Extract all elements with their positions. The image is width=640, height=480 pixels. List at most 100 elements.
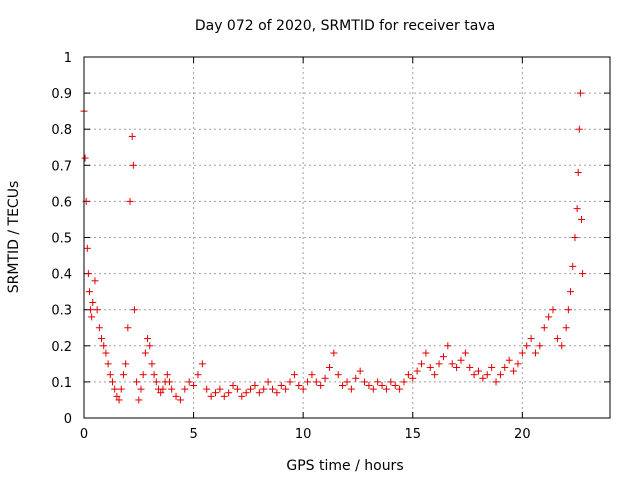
data-point (396, 385, 404, 393)
data-point (479, 374, 487, 382)
data-point (369, 385, 377, 393)
data-point (85, 288, 93, 296)
data-point (422, 349, 430, 357)
data-point (152, 378, 160, 386)
data-point (242, 389, 250, 397)
x-tick-label: 20 (514, 427, 531, 442)
data-point (273, 389, 281, 397)
chart-title: Day 072 of 2020, SRMTID for receiver tav… (195, 18, 495, 34)
data-point (148, 360, 156, 368)
y-tick-label: 0.2 (51, 340, 72, 355)
data-point (88, 313, 96, 321)
data-point (466, 363, 474, 371)
data-point (470, 371, 478, 379)
data-point (343, 378, 351, 386)
data-point (492, 378, 500, 386)
data-point (510, 367, 518, 375)
data-point (576, 89, 584, 97)
y-tick-label: 0.4 (51, 268, 72, 283)
data-point (514, 360, 522, 368)
data-point (129, 161, 137, 169)
data-point (255, 389, 263, 397)
data-point (457, 356, 465, 364)
data-point (439, 353, 447, 361)
data-point (352, 374, 360, 382)
data-point (347, 385, 355, 393)
data-point (579, 270, 587, 278)
data-point (91, 277, 99, 285)
data-point (339, 382, 347, 390)
data-point (216, 385, 224, 393)
data-point (308, 371, 316, 379)
data-point (102, 349, 110, 357)
data-point (317, 382, 325, 390)
data-point (98, 335, 106, 343)
data-point (569, 262, 577, 270)
data-point (117, 385, 125, 393)
data-point (523, 342, 531, 350)
data-point (558, 342, 566, 350)
data-point (87, 306, 95, 314)
data-point (264, 378, 272, 386)
data-point (545, 313, 553, 321)
data-point (418, 360, 426, 368)
data-point (93, 306, 101, 314)
data-point (84, 270, 92, 278)
data-point (100, 342, 108, 350)
data-point (540, 324, 548, 332)
data-point (409, 374, 417, 382)
data-point (181, 385, 189, 393)
x-tick-label: 10 (295, 427, 312, 442)
data-point (483, 371, 491, 379)
data-point (488, 363, 496, 371)
data-point (299, 385, 307, 393)
data-point (229, 382, 237, 390)
data-point (387, 378, 395, 386)
data-point (361, 378, 369, 386)
data-point (461, 349, 469, 357)
x-axis-label: GPS time / hours (286, 458, 403, 474)
data-point (295, 382, 303, 390)
data-point (233, 385, 241, 393)
x-tick-label: 15 (404, 427, 421, 442)
data-points (80, 89, 587, 404)
data-point (286, 378, 294, 386)
data-point (356, 367, 364, 375)
data-point (567, 288, 575, 296)
data-point (89, 298, 97, 306)
data-point (198, 360, 206, 368)
y-tick-label: 0.1 (51, 376, 72, 391)
data-point (365, 382, 373, 390)
data-point (501, 363, 509, 371)
data-point (141, 349, 149, 357)
data-point (168, 385, 176, 393)
data-point (150, 371, 158, 379)
data-point (290, 371, 298, 379)
data-point (113, 392, 121, 400)
data-point (426, 363, 434, 371)
data-point (95, 324, 103, 332)
y-tick-label: 0 (64, 412, 72, 427)
data-point (194, 371, 202, 379)
data-point (282, 385, 290, 393)
data-point (176, 396, 184, 404)
y-axis-label: SRMTID / TECUs (6, 181, 22, 294)
data-point (536, 342, 544, 350)
data-point (139, 371, 147, 379)
y-tick-label: 0.7 (51, 159, 72, 174)
data-point (330, 349, 338, 357)
data-point (260, 385, 268, 393)
y-tick-label: 1 (64, 51, 72, 66)
data-point (172, 392, 180, 400)
data-point (400, 378, 408, 386)
data-point (431, 371, 439, 379)
data-point (382, 385, 390, 393)
data-point (157, 389, 165, 397)
data-point (578, 215, 586, 223)
data-point (444, 342, 452, 350)
data-point (104, 360, 112, 368)
data-point (144, 335, 152, 343)
data-point (391, 382, 399, 390)
data-point (135, 396, 143, 404)
